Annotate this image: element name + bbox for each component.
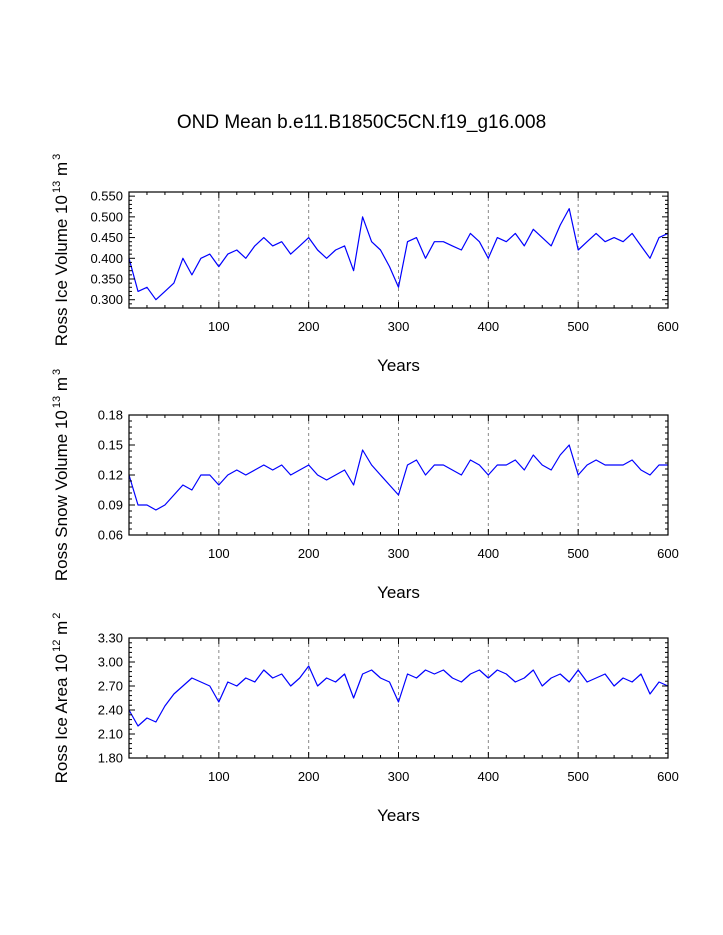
snow-volume-y-tick-label: 0.18 xyxy=(98,408,123,423)
ice-area-x-tick-label: 400 xyxy=(477,769,499,784)
snow-volume-x-tick-label: 600 xyxy=(657,546,679,561)
ice-area-x-axis-label: Years xyxy=(377,806,420,825)
ice-volume-y-tick-label: 0.400 xyxy=(90,251,123,266)
ice-area-y-tick-label: 3.30 xyxy=(98,631,123,646)
ice-volume-y-tick-label: 0.300 xyxy=(90,292,123,307)
snow-volume-x-tick-label: 100 xyxy=(208,546,230,561)
figure-title: OND Mean b.e11.B1850C5CN.f19_g16.008 xyxy=(176,112,547,133)
ice-volume-x-axis-label: Years xyxy=(377,356,420,375)
ice-volume-y-tick-label: 0.350 xyxy=(90,272,123,287)
ice-area-x-tick-label: 300 xyxy=(388,769,410,784)
ice-area-x-tick-label: 100 xyxy=(208,769,230,784)
snow-volume-y-tick-label: 0.09 xyxy=(98,498,123,513)
snow-volume-series-line xyxy=(128,444,668,511)
ice-volume-y-axis-label: Ross Ice Volume 1013 m3 xyxy=(51,154,71,346)
snow-volume-panel: 100 200 300 400 500 600 0.06 0.09 0.12 0.15 0.18 Ye… xyxy=(51,369,679,602)
ice-area-x-tick-label: 200 xyxy=(298,769,320,784)
snow-volume-x-axis-label: Years xyxy=(377,583,420,602)
ice-volume-x-tick-label: 300 xyxy=(388,319,410,334)
ice-volume-y-tick-label: 0.450 xyxy=(90,230,123,245)
ice-area-x-tick-label: 500 xyxy=(567,769,589,784)
ice-area-y-tick-label: 2.70 xyxy=(98,679,123,694)
ice-volume-y-tick-label: 0.550 xyxy=(90,189,123,204)
ice-volume-x-tick-label: 600 xyxy=(657,319,679,334)
snow-volume-y-tick-label: 0.06 xyxy=(98,528,123,543)
ice-volume-series-line xyxy=(128,208,669,301)
ice-area-y-tick-label: 2.10 xyxy=(98,727,123,742)
ice-area-y-tick-label: 3.00 xyxy=(98,655,123,670)
ice-volume-x-tick-label: 400 xyxy=(477,319,499,334)
snow-volume-x-tick-label: 200 xyxy=(298,546,320,561)
ice-area-panel: 100 200 300 400 500 600 1.80 2.10 2.40 2.70 3.00 3.… xyxy=(51,613,679,825)
snow-volume-y-axis-label: Ross Snow Volume 1013 m3 xyxy=(51,369,71,581)
ice-volume-panel: 100 200 300 400 500 600 0.300 0.350 0.400 0.450 0.… xyxy=(51,154,679,375)
ice-area-y-tick-label: 1.80 xyxy=(98,751,123,766)
snow-volume-x-tick-label: 300 xyxy=(388,546,410,561)
ice-volume-x-tick-label: 500 xyxy=(567,319,589,334)
snow-volume-x-tick-label: 400 xyxy=(477,546,499,561)
ice-volume-x-tick-label: 200 xyxy=(298,319,320,334)
ice-area-y-axis-label: Ross Ice Area 1012 m2 xyxy=(51,613,71,784)
ice-area-series-line xyxy=(128,665,669,727)
snow-volume-x-tick-label: 500 xyxy=(567,546,589,561)
ice-volume-y-tick-label: 0.500 xyxy=(90,209,123,224)
snow-volume-y-tick-label: 0.12 xyxy=(98,468,123,483)
snow-volume-y-tick-label: 0.15 xyxy=(98,438,123,453)
ice-area-y-tick-label: 2.40 xyxy=(98,703,123,718)
ice-volume-x-tick-label: 100 xyxy=(208,319,230,334)
ice-area-x-tick-label: 600 xyxy=(657,769,679,784)
